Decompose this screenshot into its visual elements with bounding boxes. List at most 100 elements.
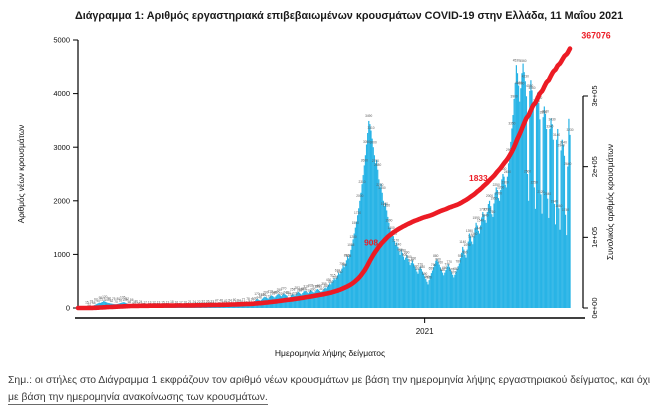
footnote-line-2-underlined: με βάση την ημερομηνία ανακοίνωσης των κ…: [8, 392, 268, 405]
daily-cases-bar: [437, 261, 439, 308]
right-axis-tick-label: 1e+05: [590, 227, 599, 248]
bar-value-label: 1240: [468, 235, 475, 239]
bar-value-label: 3350: [508, 122, 515, 126]
daily-cases-bar: [438, 264, 440, 308]
bar-value-label: 190: [286, 291, 292, 295]
daily-cases-bar: [388, 222, 390, 308]
bar-value-label: 4530: [513, 58, 520, 62]
daily-cases-bar: [330, 284, 332, 308]
bar-value-label: 148: [256, 296, 262, 300]
daily-cases-bar: [552, 139, 554, 308]
daily-cases-bar: [396, 242, 398, 308]
daily-cases-bar: [424, 276, 426, 308]
bar-value-label: 770: [447, 260, 453, 264]
daily-cases-bar: [407, 258, 409, 308]
left-axis-tick-label: 0: [66, 304, 70, 313]
bar-value-label: 2500: [524, 170, 531, 174]
daily-cases-bar: [389, 228, 391, 308]
bar-value-label: 1750: [488, 210, 495, 214]
daily-cases-bar: [568, 118, 570, 308]
daily-cases-bar: [299, 293, 302, 308]
bar-value-label: 24: [139, 300, 143, 304]
daily-cases-bar: [495, 187, 497, 308]
daily-cases-bar: [400, 249, 402, 308]
daily-cases-bar: [321, 291, 323, 308]
daily-cases-bar: [462, 246, 464, 308]
daily-cases-bar: [487, 204, 490, 308]
daily-cases-bar: [398, 251, 400, 308]
daily-cases-bar: [102, 302, 104, 308]
bar-value-label: 1090: [464, 243, 471, 247]
daily-cases-bar: [294, 295, 296, 308]
bar-value-label: 770: [444, 262, 450, 266]
bar-value-label: 1140: [394, 243, 401, 247]
daily-cases-bar: [485, 222, 487, 308]
daily-cases-bar: [346, 256, 349, 308]
bar-value-label: 220: [279, 292, 285, 296]
bar-value-label: 930: [458, 254, 464, 258]
bar-value-label: 4050: [526, 84, 533, 88]
cumulative-line: [75, 46, 573, 311]
bar-value-label: 1740: [562, 208, 569, 212]
bar-value-label: 56: [130, 298, 134, 302]
daily-cases-bar: [443, 275, 445, 308]
bar-value-label: 355: [315, 285, 321, 289]
bar-value-label: 2000: [356, 194, 363, 198]
daily-cases-bar: [475, 222, 477, 308]
bar-value-label: 16: [184, 300, 188, 304]
daily-cases-bar: [473, 236, 475, 308]
bar-value-label: 3310: [367, 126, 374, 130]
daily-cases-bar: [499, 200, 501, 308]
bar-value-label: 760: [438, 261, 444, 265]
bar-value-label: 3900: [511, 95, 518, 99]
daily-cases-bar: [381, 192, 383, 308]
daily-cases-bar: [411, 260, 413, 308]
bar-value-label: 2250: [376, 183, 383, 187]
bar-value-label: 2150: [379, 186, 386, 190]
daily-cases-bar: [530, 80, 532, 308]
daily-cases-bar: [397, 246, 399, 308]
daily-cases-bar: [326, 286, 329, 308]
daily-cases-bar: [352, 239, 354, 308]
daily-cases-bar: [293, 294, 295, 308]
daily-cases-bar: [361, 184, 363, 308]
daily-cases-bar: [464, 254, 466, 308]
daily-cases-bar: [418, 269, 420, 308]
daily-cases-bar: [449, 269, 452, 308]
bar-value-label: 33: [90, 299, 94, 303]
daily-cases-bar: [471, 241, 473, 308]
daily-cases-bar: [416, 271, 418, 308]
daily-cases-bar: [308, 291, 311, 308]
bar-value-label: 515: [330, 274, 336, 278]
bar-value-label: 100: [104, 298, 110, 302]
daily-cases-bar: [440, 269, 443, 308]
daily-cases-bar: [492, 216, 494, 308]
bar-value-label: 1950: [490, 197, 497, 201]
daily-cases-bar: [312, 291, 314, 308]
bar-value-label: 258: [290, 287, 296, 291]
bar-value-label: 70: [114, 300, 118, 304]
daily-cases-bar: [534, 208, 536, 308]
daily-cases-bar: [434, 264, 436, 308]
daily-cases-bar: [349, 254, 351, 308]
daily-cases-bar: [452, 274, 454, 308]
bar-value-label: 170: [254, 292, 260, 296]
daily-cases-bar: [528, 200, 530, 308]
daily-cases-bar: [433, 267, 435, 308]
daily-cases-bar: [553, 204, 556, 308]
bar-value-label: 32: [201, 300, 205, 304]
daily-cases-bar: [450, 272, 453, 308]
daily-cases-bar: [325, 288, 327, 308]
daily-cases-bar: [525, 96, 528, 308]
daily-cases-bar: [519, 101, 521, 308]
bar-value-label: 60: [233, 298, 237, 302]
bar-value-label: 300: [310, 288, 316, 292]
bar-value-label: 54: [237, 298, 241, 302]
daily-cases-bar: [515, 65, 517, 308]
bar-value-label: 196: [272, 291, 278, 295]
bar-value-label: 2250: [531, 181, 538, 185]
daily-cases-bar: [472, 244, 474, 308]
daily-cases-bar: [497, 198, 500, 308]
right-axis-tick-label: 2e+05: [590, 156, 599, 177]
daily-cases-bar: [493, 203, 495, 308]
